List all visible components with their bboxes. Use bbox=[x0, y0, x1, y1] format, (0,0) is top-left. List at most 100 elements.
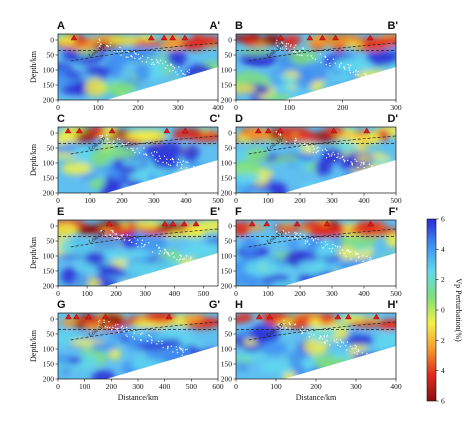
hypocenter bbox=[347, 159, 349, 162]
volcano-icon bbox=[160, 34, 168, 41]
plot-frame bbox=[57, 219, 219, 287]
hypocenter bbox=[99, 40, 101, 42]
y-tick-label: 150 bbox=[221, 174, 233, 183]
volcano-icon bbox=[255, 313, 263, 320]
hypocenter bbox=[103, 319, 105, 321]
hypocenter bbox=[294, 323, 297, 325]
hypocenter bbox=[354, 251, 357, 253]
x-tick-label: 400 bbox=[358, 289, 370, 298]
x-axis-title: Distance/km bbox=[118, 393, 159, 402]
hypocenter bbox=[320, 336, 322, 338]
hypocenter bbox=[182, 258, 184, 261]
crust-anomaly-blob bbox=[198, 35, 218, 42]
hypocenter bbox=[325, 157, 328, 159]
hypocenter bbox=[184, 169, 187, 171]
profile-end-label: E' bbox=[210, 206, 220, 218]
hypocenter bbox=[302, 48, 305, 50]
hypocenter bbox=[337, 341, 339, 344]
hypocenter bbox=[301, 326, 304, 328]
x-tick-label: 200 bbox=[337, 103, 349, 112]
hypocenter bbox=[288, 322, 290, 324]
crust-anomaly-blob bbox=[182, 313, 205, 323]
anomaly-blob bbox=[332, 350, 349, 359]
hypocenter bbox=[123, 239, 126, 241]
y-tick-label: 100 bbox=[221, 345, 233, 354]
volcano-icon bbox=[248, 220, 256, 227]
hypocenter bbox=[311, 237, 313, 240]
crust-anomaly-blob bbox=[243, 36, 256, 47]
hypocenter bbox=[116, 238, 118, 240]
anomaly-blob bbox=[99, 180, 123, 193]
hypocenter bbox=[182, 351, 185, 353]
anomaly-blob bbox=[372, 332, 396, 352]
hypocenter bbox=[162, 161, 164, 164]
volcano-icon bbox=[323, 220, 331, 227]
hypocenter bbox=[347, 63, 350, 66]
hypocenter bbox=[339, 252, 341, 255]
hypocenter bbox=[343, 253, 346, 255]
profile-start-label: G bbox=[57, 299, 66, 311]
hypocenter bbox=[358, 255, 360, 258]
y-tick-label: 50 bbox=[225, 144, 233, 153]
hypocenter bbox=[159, 250, 162, 252]
hypocenter bbox=[294, 140, 296, 142]
hypocenter bbox=[366, 168, 369, 171]
y-tick-label: 0 bbox=[50, 129, 54, 138]
hypocenter bbox=[138, 152, 141, 154]
x-tick-label: 400 bbox=[358, 196, 370, 205]
hypocenter bbox=[156, 151, 158, 153]
crust-anomaly-blob bbox=[288, 136, 324, 143]
hypocenter bbox=[171, 158, 174, 161]
unresolved-mask bbox=[106, 346, 218, 379]
hypocenter bbox=[357, 348, 359, 351]
volcano-icon bbox=[76, 127, 83, 134]
hypocenter bbox=[110, 229, 112, 232]
hypocenter bbox=[310, 333, 312, 335]
hypocenter bbox=[335, 341, 337, 343]
hypocenter bbox=[312, 145, 315, 148]
earthquake-hypocenters bbox=[100, 229, 192, 261]
hypocenter bbox=[346, 341, 349, 343]
hypocenter bbox=[116, 138, 119, 140]
x-tick-label: 0 bbox=[234, 289, 238, 298]
hypocenter bbox=[289, 323, 291, 326]
hypocenter bbox=[326, 58, 329, 61]
y-tick-label: 150 bbox=[43, 81, 55, 90]
hypocenter bbox=[119, 46, 121, 49]
hypocenter bbox=[110, 42, 112, 44]
y-tick-label: 0 bbox=[228, 315, 232, 324]
anomaly-blob bbox=[108, 347, 121, 361]
hypocenter bbox=[143, 153, 145, 156]
hypocenter bbox=[166, 64, 169, 67]
crust-anomaly-blob bbox=[277, 227, 299, 234]
unresolved-mask bbox=[284, 160, 396, 193]
hypocenter bbox=[355, 350, 358, 353]
crust-anomaly-blob bbox=[99, 227, 115, 234]
hypocenter bbox=[99, 135, 101, 137]
hypocenter bbox=[285, 232, 287, 235]
anomaly-blob bbox=[134, 62, 151, 82]
hypocenter bbox=[172, 65, 174, 68]
volcano-markers bbox=[65, 313, 173, 320]
hypocenter bbox=[98, 45, 101, 47]
hypocenter bbox=[171, 253, 173, 255]
anomaly-blob bbox=[271, 182, 288, 193]
anomaly-blob bbox=[332, 58, 372, 72]
hypocenter bbox=[296, 232, 298, 234]
hypocenter bbox=[366, 255, 368, 258]
hypocenter bbox=[189, 258, 192, 260]
hypocenter bbox=[173, 67, 176, 69]
hypocenter bbox=[293, 50, 296, 52]
hypocenter bbox=[277, 133, 280, 135]
hypocenter bbox=[158, 252, 160, 255]
hypocenter bbox=[295, 139, 297, 141]
crust-anomaly-blob bbox=[91, 127, 106, 138]
hypocenter bbox=[355, 253, 358, 255]
hypocenter bbox=[295, 236, 297, 239]
x-tick-label: 0 bbox=[234, 382, 238, 391]
hypocenter bbox=[186, 167, 188, 169]
hypocenter bbox=[182, 348, 184, 350]
anomaly-blob bbox=[181, 242, 218, 251]
